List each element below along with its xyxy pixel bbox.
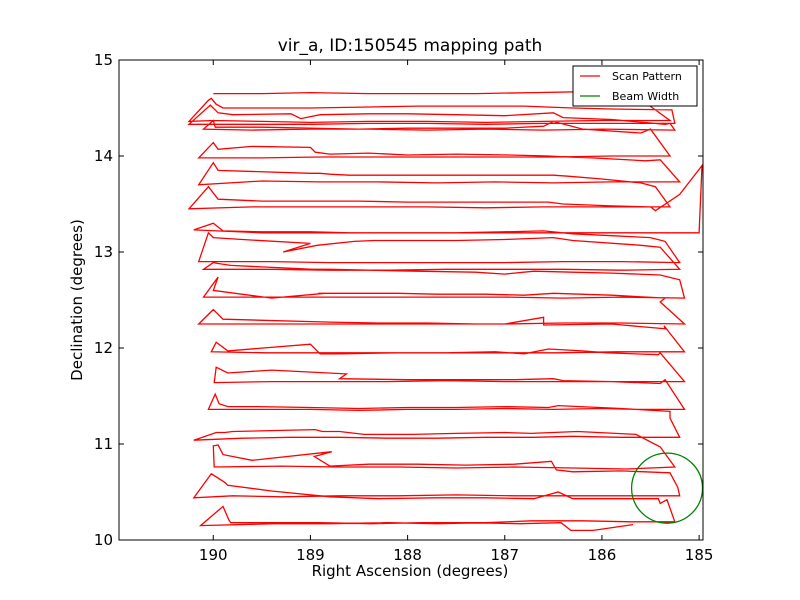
y-tick-label: 11 xyxy=(94,435,113,453)
y-tick-label: 12 xyxy=(94,339,113,357)
y-tick-label: 10 xyxy=(94,531,113,549)
y-tick-label: 14 xyxy=(94,147,113,165)
legend-label-beam-width: Beam Width xyxy=(612,90,679,103)
y-tick-label: 15 xyxy=(94,51,113,69)
x-tick-label: 186 xyxy=(588,546,617,564)
y-axis: 10 11 12 13 14 15 xyxy=(94,51,703,549)
x-tick-label: 185 xyxy=(685,546,714,564)
x-tick-label: 190 xyxy=(199,546,228,564)
scan-pattern-line xyxy=(187,91,703,532)
axes-frame xyxy=(118,59,704,541)
y-tick-label: 13 xyxy=(94,243,113,261)
legend-label-scan-pattern: Scan Pattern xyxy=(612,70,682,83)
legend-box xyxy=(572,65,698,107)
x-axis-label: Right Ascension (degrees) xyxy=(312,562,509,580)
chart-title: vir_a, ID:150545 mapping path xyxy=(278,36,543,56)
x-tick-label: 189 xyxy=(296,546,325,564)
x-tick-label: 187 xyxy=(490,546,519,564)
legend: Scan Pattern Beam Width xyxy=(572,65,698,107)
x-tick-label: 188 xyxy=(393,546,422,564)
x-axis: 190 189 188 187 186 185 xyxy=(199,60,713,564)
y-axis-label: Declination (degrees) xyxy=(68,219,86,381)
